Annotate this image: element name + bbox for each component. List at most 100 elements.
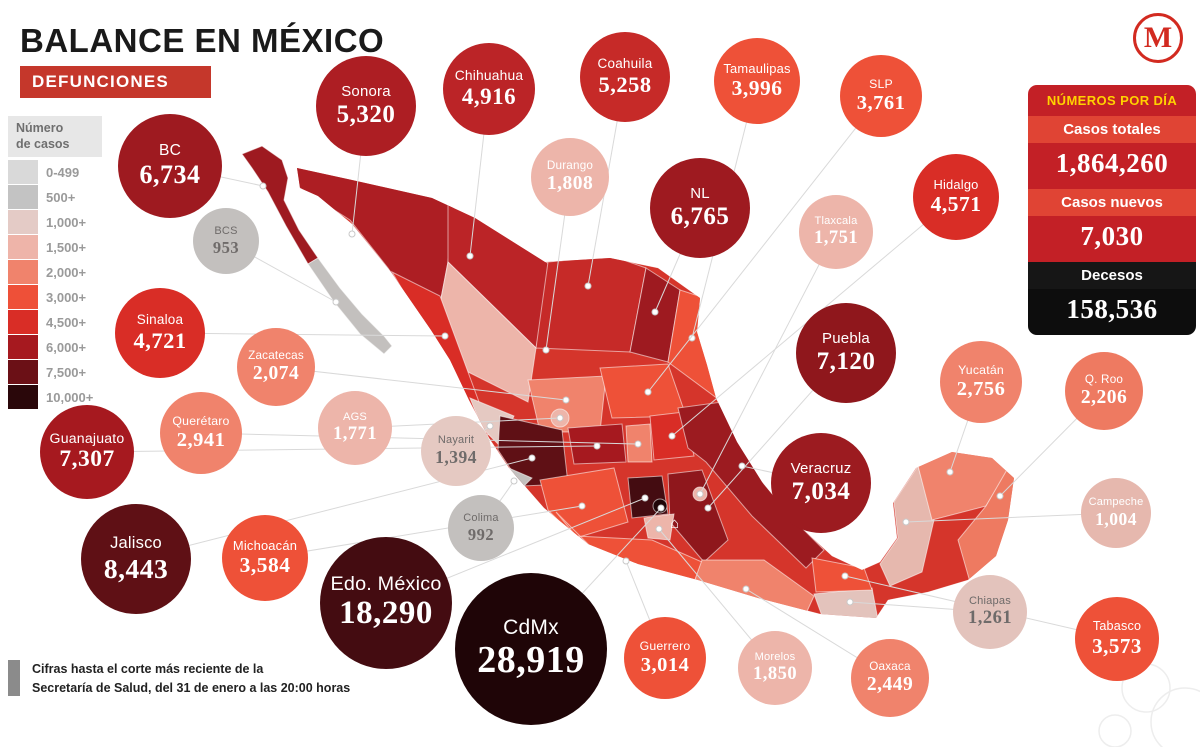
state-value: 4,721 [133, 327, 187, 353]
legend-label: 6,000+ [46, 339, 87, 355]
legend-item: 7,500+ [8, 360, 102, 385]
state-name: Morelos [754, 650, 796, 663]
state-name: Michoacán [232, 537, 298, 553]
state-value: 8,443 [103, 552, 169, 584]
state-bubble-colima: Colima 992 [448, 495, 514, 561]
map-dot-morelos [655, 525, 663, 533]
state-bubble-edomex: Edo. México 18,290 [320, 537, 452, 669]
state-name: Durango [546, 158, 594, 172]
state-bubble-jalisco: Jalisco 8,443 [81, 504, 191, 614]
state-bubble-oaxaca: Oaxaca 2,449 [851, 639, 929, 717]
state-bubble-tabasco: Tabasco 3,573 [1075, 597, 1159, 681]
state-value: 1,394 [435, 446, 477, 467]
state-bubble-campeche: Campeche 1,004 [1081, 478, 1151, 548]
source-note: Cifras hasta el corte más reciente de la… [8, 660, 350, 698]
state-value: 7,034 [791, 478, 851, 506]
legend-label: 2,000+ [46, 264, 87, 280]
legend-label: 1,500+ [46, 239, 87, 255]
state-shape-bcs [307, 257, 393, 355]
state-bubble-puebla: Puebla 7,120 [796, 303, 896, 403]
state-value: 4,571 [930, 191, 982, 216]
state-name: AGS [342, 410, 368, 423]
state-bubble-coahuila: Coahuila 5,258 [580, 32, 670, 122]
state-value: 7,307 [59, 446, 115, 473]
state-name: SLP [869, 76, 893, 91]
connector-slp [647, 95, 882, 393]
state-bubble-tamaulipas: Tamaulipas 3,996 [714, 38, 800, 124]
state-name: Sonora [341, 82, 391, 100]
map-dot-cdmx [657, 504, 665, 512]
panel-header: NÚMEROS POR DÍA [1028, 85, 1196, 116]
state-bubble-veracruz: Veracruz 7,034 [771, 433, 871, 533]
connector-zacatecas [275, 366, 567, 401]
stat-label-1: Casos nuevos [1028, 189, 1196, 216]
map-dot-guerrero [622, 557, 630, 565]
state-name: Jalisco [110, 533, 162, 552]
state-bubble-chihuahua: Chihuahua 4,916 [443, 43, 535, 135]
state-value: 6,734 [139, 159, 201, 189]
map-dot-puebla [704, 504, 712, 512]
milenio-logo-icon: M [1133, 13, 1183, 63]
map-dot-slp [644, 388, 652, 396]
state-value: 3,996 [731, 75, 783, 100]
state-bubble-queretaro: Querétaro 2,941 [160, 392, 242, 474]
state-name: Tabasco [1092, 619, 1142, 634]
stat-value-1: 7,030 [1028, 216, 1196, 262]
map-dot-veracruz [738, 462, 746, 470]
legend-title: Número de casos [8, 116, 102, 158]
state-bubble-michoacan: Michoacán 3,584 [222, 515, 308, 601]
state-name: Guerrero [639, 638, 691, 653]
state-name: Q. Roo [1084, 372, 1124, 386]
legend-label: 500+ [46, 189, 76, 205]
state-value: 953 [212, 237, 240, 257]
legend-item: 10,000+ [8, 385, 102, 410]
map-dot-yucatan [946, 468, 954, 476]
map-dot-sinaloa [441, 332, 449, 340]
map-dot-tamaulipas [688, 334, 696, 342]
map-dot-hidalgo [668, 432, 676, 440]
legend-label: 1,000+ [46, 214, 87, 230]
footer-line-2: Secretaría de Salud, del 31 de enero a l… [32, 680, 351, 695]
legend-swatch [8, 360, 38, 385]
title-bold: MÉXICO [251, 22, 385, 59]
legend-swatch [8, 235, 38, 260]
map-dot-michoacan [578, 502, 586, 510]
state-name: Zacatecas [248, 348, 304, 362]
legend-label: 0-499 [46, 164, 80, 180]
state-name: Tamaulipas [723, 60, 791, 76]
map-dot-bcs [332, 298, 340, 306]
state-bubble-yucatan: Yucatán 2,756 [940, 341, 1022, 423]
footer-line-1: Cifras hasta el corte más reciente de la [32, 662, 264, 676]
page-title: BALANCE EN MÉXICO [20, 22, 384, 60]
map-dot-sonora [348, 230, 356, 238]
state-bubble-zacatecas: Zacatecas 2,074 [237, 328, 315, 406]
state-value: 2,206 [1080, 387, 1128, 409]
state-bubble-hidalgo: Hidalgo 4,571 [913, 154, 999, 240]
map-dot-colima [510, 477, 518, 485]
legend-swatch [8, 285, 38, 310]
state-value: 28,919 [477, 639, 585, 682]
map-dot-oaxaca [742, 585, 750, 593]
state-name: Sinaloa [136, 312, 184, 328]
state-bubble-chiapas: Chiapas 1,261 [953, 575, 1027, 649]
map-dot-ags [556, 414, 564, 422]
map-dot-chihuahua [466, 252, 474, 260]
state-value: 2,449 [866, 674, 914, 696]
state-name: NL [690, 184, 710, 202]
map-dot-campeche [902, 518, 910, 526]
legend-item: 1,500+ [8, 235, 102, 260]
state-bubble-bc: BC 6,734 [118, 114, 222, 218]
cdmx-landmark-icon: ⌂ [670, 515, 679, 532]
legend-item: 2,000+ [8, 260, 102, 285]
state-name: Chihuahua [454, 67, 524, 83]
state-value: 2,756 [956, 378, 1006, 401]
state-name: Guanajuato [49, 430, 125, 447]
state-value: 5,320 [336, 101, 396, 129]
map-dot-nayarit [486, 422, 494, 430]
connector-michoacan [264, 505, 583, 559]
connector-sinaloa [159, 332, 446, 337]
map-dot-tlaxcala [696, 490, 704, 498]
state-shape-puebla [667, 469, 729, 563]
daily-numbers-panel: NÚMEROS POR DÍA Casos totales 1,864,260 Ca… [1028, 85, 1196, 335]
